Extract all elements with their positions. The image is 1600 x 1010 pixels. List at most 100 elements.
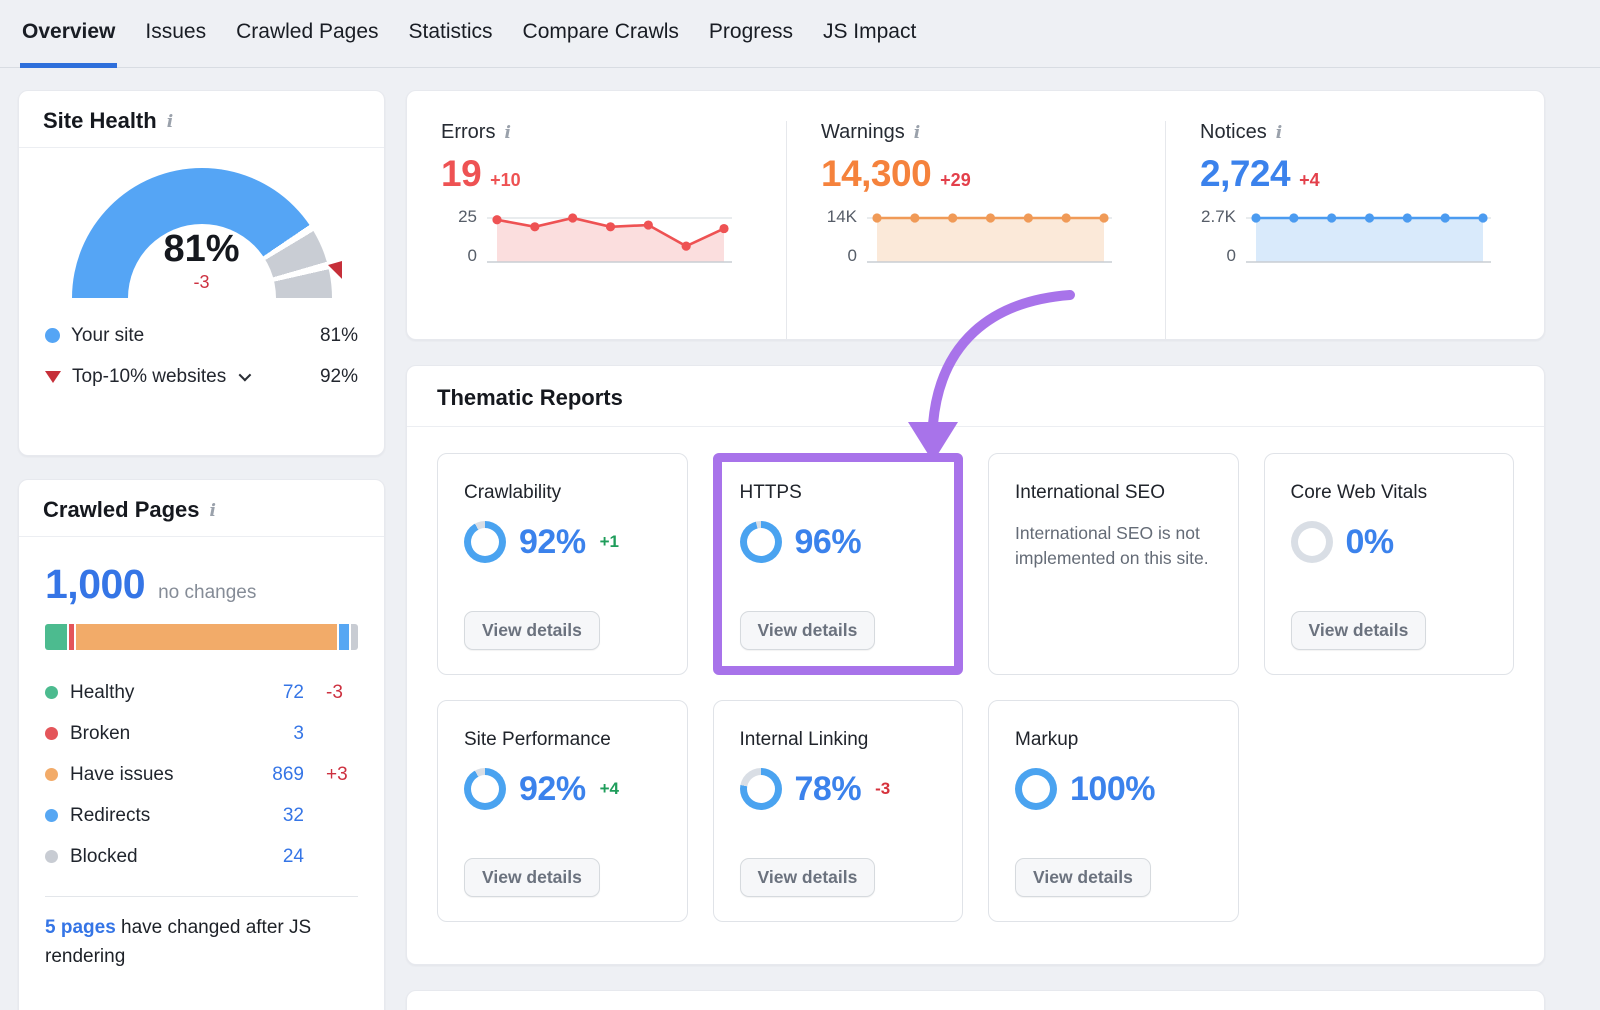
row-value[interactable]: 3 [293,722,304,744]
red-dot-icon [45,727,58,740]
tab-compare-crawls[interactable]: Compare Crawls [522,19,679,43]
report-title: Site Performance [464,729,611,750]
score-percent: 100% [1070,769,1155,808]
tab-js-impact[interactable]: JS Impact [822,19,917,43]
legend-label: Your site [71,324,145,346]
legend-value: 92% [319,365,358,387]
report-card-international-seo: International SEO International SEO is n… [988,453,1239,675]
gray-dot-icon [45,850,58,863]
crawled-pages-title: Crawled Pages [43,497,200,522]
tab-statistics[interactable]: Statistics [408,19,493,43]
crawled-pages-card: Crawled Pages i 1,000 no changes Healthy… [18,479,385,1010]
y-axis-max: 25 [458,207,477,226]
score-donut [464,768,506,810]
notices-count[interactable]: 2,724 [1200,153,1291,194]
thematic-reports-card: Thematic Reports Crawlability 92% +1 Vie… [406,365,1545,965]
legend-row-top10[interactable]: Top-10% websites 92% [45,356,358,397]
list-item-broken: Broken 3 [45,713,358,754]
notices-title: Notices [1200,121,1267,143]
report-title: HTTPS [739,482,802,503]
score-change: +1 [599,532,619,551]
bar-segment-healthy [45,624,67,650]
warnings-metric: Warnings i 14,300 +29 14K 0 [786,121,1165,339]
list-item-blocked: Blocked 24 [45,836,358,877]
legend-row-your-site: Your site 81% [45,315,358,356]
errors-change: +10 [490,170,521,190]
view-details-button[interactable]: View details [464,858,600,897]
notices-trend-chart [1246,213,1491,263]
y-axis-max: 2.7K [1201,207,1236,226]
report-title: Internal Linking [739,729,869,750]
score-change: -3 [875,779,891,798]
list-item-redirects: Redirects 32 [45,795,358,836]
view-details-button[interactable]: View details [464,611,600,650]
crawled-pages-status: no changes [158,582,257,603]
site-health-gauge: 81% -3 [62,168,342,301]
tab-issues[interactable]: Issues [145,19,207,43]
view-details-button[interactable]: View details [739,858,876,897]
score-percent: 92% [519,769,586,808]
row-label: Have issues [70,763,174,785]
site-health-score: 81% [163,228,240,270]
row-value[interactable]: 32 [282,804,304,826]
y-axis-min: 0 [847,246,857,265]
report-title: Core Web Vitals [1290,482,1428,503]
bar-segment-redirects [339,624,349,650]
next-section-card [406,990,1545,1010]
tab-overview[interactable]: Overview [20,0,118,68]
errors-title: Errors [441,121,496,143]
row-value[interactable]: 24 [282,845,304,867]
site-health-change: -3 [193,272,210,292]
blue-dot-icon [45,328,60,343]
js-rendering-note: 5 pages have changed after JS rendering [45,914,358,971]
row-label: Redirects [70,804,151,826]
view-details-button[interactable]: View details [739,611,876,650]
crawled-pages-stacked-bar [45,624,358,650]
row-change: +3 [326,763,348,785]
score-donut [739,521,782,563]
site-health-card: Site Health i 81% -3 Your site 81% Top-1… [18,90,385,456]
top-tabbar: Overview Issues Crawled Pages Statistics… [0,0,1600,68]
blue-dot-icon [45,809,58,822]
report-card-core-web-vitals: Core Web Vitals 0% View details [1263,453,1514,675]
site-health-title: Site Health [43,108,157,133]
info-icon[interactable]: i [913,123,921,143]
pages-changed-link[interactable]: 5 pages [45,917,116,938]
row-value[interactable]: 72 [282,681,304,703]
row-value[interactable]: 869 [272,763,304,785]
score-percent: 92% [519,522,586,561]
row-label: Broken [70,722,131,744]
tab-progress[interactable]: Progress [708,19,793,43]
row-label: Healthy [70,681,135,703]
errors-metric: Errors i 19 +10 25 0 [407,121,786,339]
y-axis-min: 0 [467,246,477,265]
errors-count[interactable]: 19 [441,153,482,194]
info-icon[interactable]: i [504,123,511,143]
notices-metric: Notices i 2,724 +4 2.7K 0 [1165,121,1544,339]
score-donut [1290,521,1333,563]
info-icon[interactable]: i [166,111,174,132]
red-triangle-down-icon [45,370,61,383]
info-icon[interactable]: i [209,500,216,521]
score-donut [464,521,506,563]
warnings-title: Warnings [821,121,905,143]
info-icon[interactable]: i [1275,123,1283,143]
score-donut [1015,768,1057,810]
report-title: Markup [1015,729,1079,750]
green-dot-icon [45,686,58,699]
report-card-crawlability: Crawlability 92% +1 View details [437,453,688,675]
thematic-reports-title: Thematic Reports [407,366,1544,427]
score-percent: 96% [794,522,862,561]
warnings-count[interactable]: 14,300 [821,153,932,194]
y-axis-max: 14K [826,207,857,226]
errors-sparkline: 25 0 [441,207,756,268]
view-details-button[interactable]: View details [1015,858,1151,897]
report-title: International SEO [1015,482,1165,503]
report-title: Crawlability [464,482,562,503]
tab-crawled-pages[interactable]: Crawled Pages [236,19,379,43]
report-card-site-performance: Site Performance 92% +4 View details [437,700,688,922]
notices-sparkline: 2.7K 0 [1200,207,1514,268]
chevron-down-icon[interactable] [238,368,252,382]
view-details-button[interactable]: View details [1290,611,1427,650]
score-percent: 78% [794,769,862,808]
